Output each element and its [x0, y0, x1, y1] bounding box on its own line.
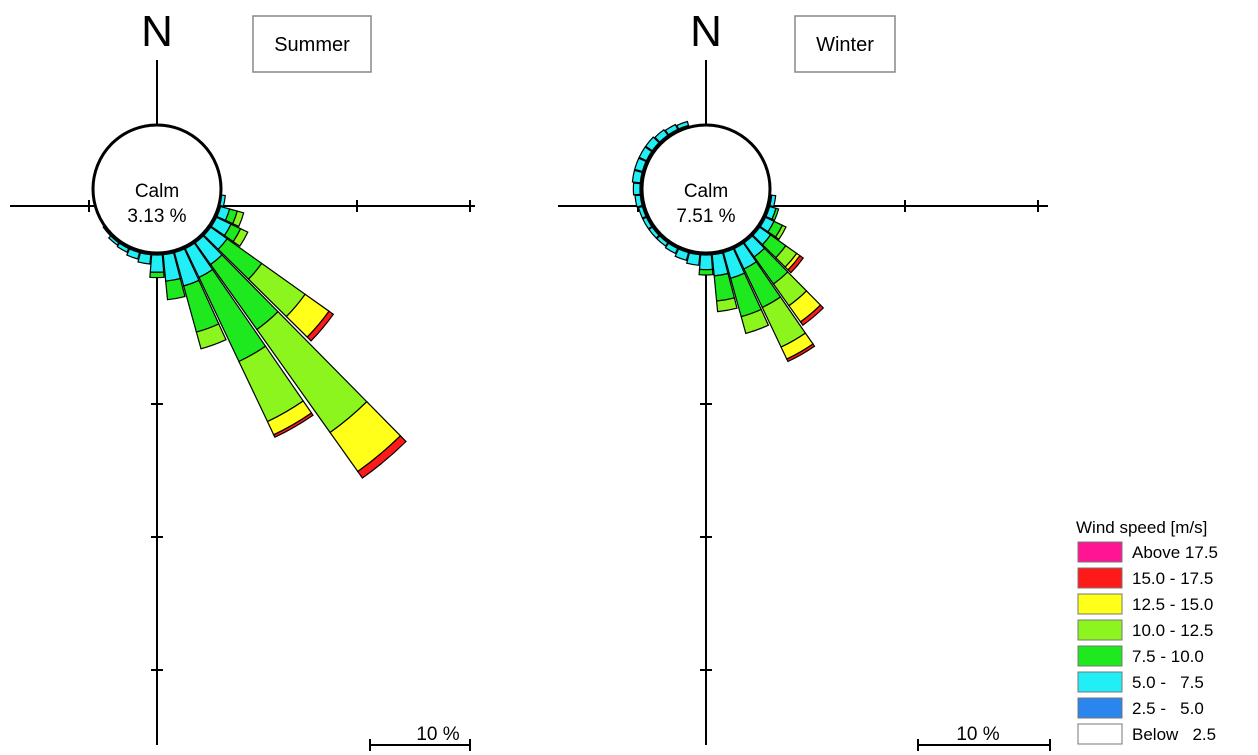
summer-title: Summer: [274, 34, 350, 56]
summer-north-label: N: [141, 7, 173, 56]
legend-label-2: 12.5 - 15.0: [1132, 595, 1213, 614]
legend-swatch-5: [1077, 671, 1123, 693]
legend-label-5: 5.0 - 7.5: [1132, 673, 1204, 692]
summer-calm-circle: [91, 123, 223, 255]
legend-items: Above 17.5 15.0 - 17.5 12.5 - 15.0 10.0 - 1…: [1077, 541, 1218, 745]
winter-wedge-240-bin-1: [641, 216, 653, 230]
winter-wedge-330-bin-1: [664, 123, 679, 136]
winter-wedges: [631, 120, 825, 363]
winter-north-label: N: [690, 7, 722, 56]
summer-scale-bar: [369, 739, 471, 751]
summer-calm-label: Calm: [135, 181, 179, 202]
summer-wedge-130-bin-5: [306, 310, 335, 342]
winter-axes: [558, 60, 1048, 745]
winter-wedge-340-bin-1: [676, 120, 690, 130]
summer-wedges: [93, 194, 407, 479]
winter-calm-label: Calm: [684, 181, 728, 202]
winter-wedge-210-bin-1: [664, 242, 679, 255]
summer-wedge-170-bin-2: [165, 277, 186, 301]
legend-swatch-1: [1077, 567, 1123, 589]
winter-calm-circle: [640, 123, 772, 255]
legend-label-3: 10.0 - 12.5: [1132, 621, 1213, 640]
legend-label-6: 2.5 - 5.0: [1132, 699, 1204, 718]
winter-wedge-280-bin-1: [631, 169, 643, 184]
winter-wedge-100-bin-1: [769, 194, 777, 208]
winter-scale-label: 10 %: [956, 724, 999, 745]
winter-wedge-120-bin-3: [774, 224, 787, 241]
legend-swatch-2: [1077, 593, 1123, 615]
winter-wedge-250-bin-1: [637, 205, 647, 219]
legend-swatch-7: [1077, 723, 1123, 745]
winter-wedge-230-bin-1: [648, 226, 660, 239]
winter-wedge-290-bin-1: [633, 157, 647, 173]
summer-wedge-110-bin-3: [231, 210, 245, 228]
winter-wedge-110-bin-2: [771, 207, 780, 222]
summer-panel: Calm 3.13 % N Summer 10 %: [10, 7, 475, 751]
winter-wedge-150-bin-5: [786, 343, 816, 363]
summer-wedge-200-bin-1: [126, 248, 141, 260]
winter-wedge-200-bin-1: [674, 248, 690, 262]
summer-wedge-190-bin-1: [137, 252, 152, 265]
winter-wedge-300-bin-1: [638, 146, 653, 162]
winter-wedge-320-bin-1: [654, 128, 669, 143]
legend-title: Wind speed [m/s]: [1076, 518, 1207, 537]
summer-wedge-150-bin-5: [272, 412, 314, 438]
summer-title-box: [252, 15, 372, 73]
winter-wedge-260-bin-1: [634, 194, 643, 208]
summer-wedge-220-bin-1: [107, 235, 120, 246]
summer-scale-label: 10 %: [416, 724, 459, 745]
summer-wedge-210-bin-1: [116, 242, 130, 254]
legend-label-4: 7.5 - 10.0: [1132, 647, 1204, 666]
legend-label-0: Above 17.5: [1132, 543, 1218, 562]
winter-title-box: [794, 15, 896, 73]
winter-wedge-220-bin-1: [656, 235, 669, 247]
winter-calm-value: 7.51 %: [676, 206, 735, 227]
winter-wedge-160-bin-3: [740, 308, 770, 335]
winter-wedge-140-bin-5: [799, 304, 825, 327]
legend-swatch-0: [1077, 541, 1123, 563]
legend-label-1: 15.0 - 17.5: [1132, 569, 1213, 588]
summer-wedge-140-bin-5: [356, 434, 407, 479]
winter-scale-bar: [917, 739, 1051, 751]
winter-wedge-180-bin-2: [698, 268, 714, 276]
winter-panel: Calm 7.51 % N Winter 10 %: [558, 7, 1051, 751]
winter-wedge-190-bin-1: [685, 252, 701, 266]
summer-calm-value: 3.13 %: [127, 206, 186, 227]
winter-wedge-310-bin-1: [644, 136, 660, 152]
winter-wedge-270-bin-1: [632, 182, 641, 196]
winter-wedge-180-bin-1: [698, 254, 714, 271]
summer-axes: [10, 60, 475, 745]
legend-label-7: Below 2.5: [1132, 725, 1216, 744]
legend-swatch-3: [1077, 619, 1123, 641]
winter-wedge-130-bin-5: [787, 254, 805, 274]
summer-wedge-120-bin-3: [232, 227, 249, 247]
legend-swatch-6: [1077, 697, 1123, 719]
legend-swatch-4: [1077, 645, 1123, 667]
legend: Wind speed [m/s] Above 17.5 15.0 - 17.5 12…: [1076, 518, 1218, 745]
summer-wedge-180-bin-1: [149, 254, 165, 273]
winter-title: Winter: [816, 34, 874, 56]
summer-wedge-160-bin-3: [195, 323, 227, 350]
summer-wedge-180-bin-2: [149, 271, 165, 279]
winter-wedge-170-bin-3: [715, 297, 738, 313]
